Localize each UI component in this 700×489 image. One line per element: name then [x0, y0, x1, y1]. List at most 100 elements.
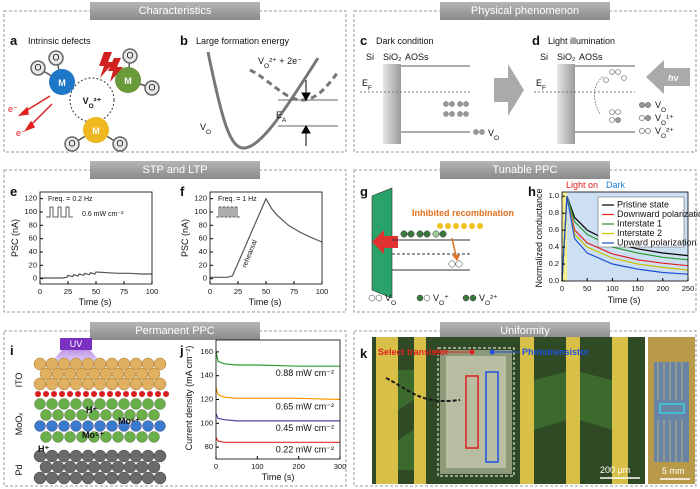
atom [67, 391, 73, 397]
layer-label: MoOₓ [14, 413, 24, 436]
atom [117, 471, 131, 485]
atom [52, 431, 64, 443]
text-part: V [655, 113, 661, 123]
atom [153, 377, 167, 391]
atom [130, 398, 142, 410]
label: Dark condition [376, 36, 434, 46]
text-part: O [661, 120, 666, 127]
panel-a: a Intrinsic defects VO²⁺ M M M OO OOO O e⁻… [8, 33, 160, 152]
x-tick-label: 0 [38, 287, 42, 296]
layer-label: ITO [14, 373, 24, 388]
atom [69, 471, 83, 485]
atom [39, 460, 53, 474]
atom [33, 471, 47, 485]
atom [155, 391, 161, 397]
data-line [215, 413, 340, 422]
y-tick-label: 120 [194, 194, 207, 203]
atom [129, 449, 143, 463]
text-part: ²⁺ + 2e⁻ [269, 56, 302, 66]
data-line [210, 197, 323, 278]
atom [33, 377, 47, 391]
label: Freq. = 1 Hz [218, 196, 257, 203]
atom [69, 377, 83, 391]
x-tick-label: 75 [120, 287, 128, 296]
atom [81, 471, 95, 485]
legend-label: VO⁺ [433, 293, 449, 307]
atom [82, 398, 94, 410]
text-part: F [542, 85, 546, 92]
panel-letter: c [360, 33, 367, 48]
label: Intrinsic defects [28, 36, 91, 46]
y-tick-label: 0.4 [549, 242, 559, 251]
atom [46, 398, 58, 410]
atom [57, 471, 71, 485]
atom [91, 391, 97, 397]
label: EF [362, 78, 372, 92]
y-tick-label: 60 [29, 234, 37, 243]
label: H⁺ [86, 405, 97, 415]
label: EA [276, 110, 287, 124]
label: rehearsal [241, 239, 259, 269]
panel-i: i UV ITO MoOₓ Pd H⁺ Mo⁶⁺ Mo⁵⁺ H⁺ [10, 338, 169, 485]
oxygen-atom [122, 48, 138, 64]
x-tick-label: 25 [64, 287, 72, 296]
text-part: V [479, 293, 485, 303]
atom [94, 398, 106, 410]
oxygen-label: O [68, 139, 75, 149]
atom [148, 431, 160, 443]
atom [88, 409, 100, 421]
atom [105, 449, 119, 463]
text-part: ⁺ [444, 293, 449, 303]
series-label: 0.22 mW cm⁻² [276, 444, 334, 454]
atom [64, 409, 76, 421]
text-part: O [494, 135, 499, 142]
text-part: V [258, 56, 264, 66]
atom [69, 449, 83, 463]
legend-label: Interstate 1 [617, 218, 662, 228]
text-part: ²⁺ [666, 126, 674, 136]
atom [93, 377, 107, 391]
atom [88, 431, 100, 443]
y-tick-label: 60 [199, 234, 207, 243]
atom [40, 431, 52, 443]
annotation: Dark [606, 180, 626, 190]
atom [118, 398, 130, 410]
panel-letter: e [10, 184, 17, 199]
atom [94, 420, 106, 432]
series-label: 0.65 mW cm⁻² [276, 402, 334, 412]
panel-k: k Select transistor Phototransistor 200 … [360, 337, 645, 484]
atom [93, 471, 107, 485]
x-tick-label: 50 [583, 284, 591, 293]
light-label: hν [668, 73, 679, 83]
atom [141, 449, 155, 463]
atom [93, 449, 107, 463]
text-part: V [488, 128, 494, 138]
x-axis-label: Time (s) [249, 297, 282, 307]
label: Si [540, 52, 548, 62]
text-part: F [368, 85, 372, 92]
y-tick-label: 160 [200, 347, 213, 356]
y-tick-label: 100 [200, 418, 213, 427]
label: SiO₂ [557, 52, 576, 62]
atom [129, 377, 143, 391]
panel-letter: j [179, 343, 184, 358]
y-tick-label: 20 [199, 260, 207, 269]
y-tick-label: 0 [203, 274, 207, 283]
text-part: O [661, 133, 666, 140]
atom [34, 398, 46, 410]
atom [106, 420, 118, 432]
header: Characteristics [139, 5, 212, 17]
oxygen-label: O [116, 139, 123, 149]
y-axis-label: Normalized conductance [534, 188, 544, 287]
text-part: E [536, 78, 542, 88]
oxygen-label: O [34, 63, 41, 73]
atom [112, 409, 124, 421]
panel-letter: k [360, 346, 368, 361]
atom [154, 398, 166, 410]
atom [124, 431, 136, 443]
atom [59, 391, 65, 397]
x-tick-label: 25 [234, 287, 242, 296]
series-label: 0.88 mW cm⁻² [276, 368, 334, 378]
atom [87, 460, 101, 474]
oxygen-label: O [126, 51, 133, 61]
